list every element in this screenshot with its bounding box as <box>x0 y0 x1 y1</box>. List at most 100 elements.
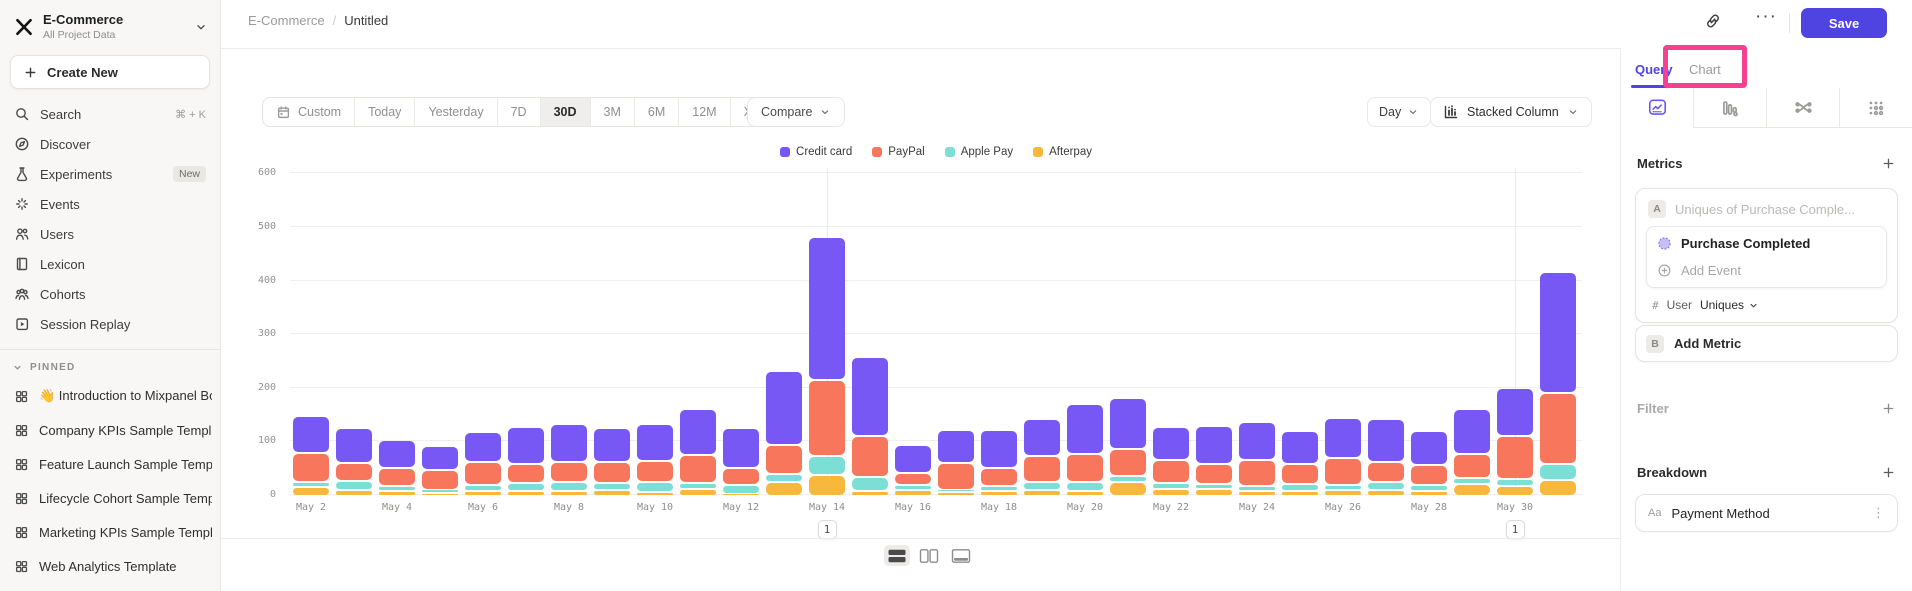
sidebar-item-search[interactable]: Search ⌘ + K <box>0 99 220 129</box>
bar-segment-paypal[interactable] <box>938 463 974 489</box>
bar-segment-afterpay[interactable] <box>938 493 974 495</box>
bar-may-15[interactable] <box>852 356 888 495</box>
bar-segment-afterpay[interactable] <box>1067 492 1103 495</box>
bar-may-19[interactable] <box>1024 418 1060 495</box>
chart-type-dropdown[interactable]: Stacked Column <box>1430 97 1592 127</box>
bar-segment-credit-card[interactable] <box>336 428 372 462</box>
bar-segment-apple-pay[interactable] <box>465 485 501 490</box>
bar-segment-afterpay[interactable] <box>1454 484 1490 495</box>
range-yesterday[interactable]: Yesterday <box>414 98 496 126</box>
layout-rows-toggle[interactable] <box>884 545 910 566</box>
bar-segment-paypal[interactable] <box>680 456 716 483</box>
bar-segment-apple-pay[interactable] <box>1411 486 1447 491</box>
bar-segment-afterpay[interactable] <box>981 492 1017 495</box>
bar-segment-afterpay[interactable] <box>1024 490 1060 495</box>
bar-segment-apple-pay[interactable] <box>508 483 544 491</box>
bar-segment-apple-pay[interactable] <box>809 456 845 475</box>
layout-columns-toggle[interactable] <box>916 545 942 566</box>
bar-segment-paypal[interactable] <box>293 454 329 482</box>
bar-segment-apple-pay[interactable] <box>1368 483 1404 489</box>
bar-segment-credit-card[interactable] <box>637 425 673 461</box>
pinned-board-lifecycle-cohort-sample-temp[interactable]: Lifecycle Cohort Sample Temp <box>0 481 220 515</box>
layout-bottom-toggle[interactable] <box>948 545 974 566</box>
sidebar-item-lexicon[interactable]: Lexicon <box>0 249 220 279</box>
bar-segment-credit-card[interactable] <box>895 446 931 472</box>
sidebar-item-users[interactable]: Users <box>0 219 220 249</box>
bar-segment-afterpay[interactable] <box>723 493 759 495</box>
bar-may-25[interactable] <box>1282 430 1318 495</box>
bar-segment-credit-card[interactable] <box>809 238 845 380</box>
bar-may-10[interactable] <box>637 423 673 495</box>
bar-segment-credit-card[interactable] <box>379 441 415 468</box>
bar-segment-afterpay[interactable] <box>1110 483 1146 495</box>
bar-segment-credit-card[interactable] <box>1153 427 1189 460</box>
bar-segment-apple-pay[interactable] <box>1067 483 1103 491</box>
bar-segment-paypal[interactable] <box>594 463 630 483</box>
bar-segment-paypal[interactable] <box>379 469 415 485</box>
bar-segment-afterpay[interactable] <box>1196 489 1232 495</box>
bar-may-5[interactable] <box>422 445 458 495</box>
bar-segment-afterpay[interactable] <box>1411 492 1447 495</box>
bar-segment-paypal[interactable] <box>1282 464 1318 483</box>
bar-may-11[interactable] <box>680 408 716 495</box>
bar-may-27[interactable] <box>1368 418 1404 495</box>
bar-may-28[interactable] <box>1411 430 1447 495</box>
bar-segment-credit-card[interactable] <box>1196 426 1232 463</box>
bar-segment-credit-card[interactable] <box>1110 399 1146 449</box>
add-breakdown-plus-icon[interactable] <box>1881 465 1896 480</box>
funnels-tab[interactable] <box>1693 88 1766 128</box>
add-metric-plus-icon[interactable] <box>1881 156 1896 171</box>
bar-segment-paypal[interactable] <box>637 462 673 482</box>
measurement-row[interactable]: # User Uniques <box>1646 288 1887 314</box>
measurement-aggregation[interactable]: Uniques <box>1700 298 1759 312</box>
bar-segment-paypal[interactable] <box>895 473 931 485</box>
bar-may-20[interactable] <box>1067 403 1103 495</box>
bar-segment-credit-card[interactable] <box>508 427 544 463</box>
bar-segment-paypal[interactable] <box>422 471 458 490</box>
bar-segment-afterpay[interactable] <box>551 491 587 495</box>
bar-may-4[interactable] <box>379 439 415 495</box>
bar-may-9[interactable] <box>594 427 630 495</box>
bar-segment-apple-pay[interactable] <box>379 486 415 491</box>
bar-segment-paypal[interactable] <box>723 468 759 485</box>
bar-may-7[interactable] <box>508 426 544 495</box>
bar-segment-afterpay[interactable] <box>1153 489 1189 495</box>
bar-segment-afterpay[interactable] <box>766 482 802 495</box>
legend-item-paypal[interactable]: PayPal <box>872 146 925 158</box>
bar-segment-apple-pay[interactable] <box>1024 482 1060 489</box>
range-custom[interactable]: Custom <box>263 98 354 126</box>
bar-segment-credit-card[interactable] <box>422 447 458 470</box>
bar-segment-paypal[interactable] <box>336 463 372 480</box>
pinned-board-introduction-to-mixpanel-bo[interactable]: 👋 Introduction to Mixpanel Bo <box>0 379 220 413</box>
bar-segment-credit-card[interactable] <box>1325 418 1361 458</box>
bar-segment-afterpay[interactable] <box>1540 481 1576 495</box>
bar-segment-apple-pay[interactable] <box>594 484 630 489</box>
bar-segment-credit-card[interactable] <box>680 410 716 455</box>
bar-may-16[interactable] <box>895 444 931 495</box>
bar-segment-credit-card[interactable] <box>1411 432 1447 464</box>
range-30d[interactable]: 30D <box>539 98 590 126</box>
bar-segment-apple-pay[interactable] <box>723 486 759 493</box>
bar-segment-paypal[interactable] <box>1067 454 1103 482</box>
breadcrumb-report-name[interactable]: Untitled <box>344 13 389 28</box>
bar-segment-afterpay[interactable] <box>809 476 845 495</box>
bar-segment-afterpay[interactable] <box>465 491 501 495</box>
bar-segment-paypal[interactable] <box>1110 450 1146 476</box>
bar-segment-afterpay[interactable] <box>1282 491 1318 495</box>
bar-segment-apple-pay[interactable] <box>1540 464 1576 480</box>
more-options-button[interactable]: ··· <box>1755 6 1777 27</box>
pinned-board-company-kpis-sample-templat[interactable]: Company KPIs Sample Templat <box>0 413 220 447</box>
sidebar-item-discover[interactable]: Discover <box>0 129 220 159</box>
bar-segment-paypal[interactable] <box>1454 454 1490 478</box>
bar-segment-afterpay[interactable] <box>293 487 329 495</box>
sidebar-item-events[interactable]: Events <box>0 189 220 219</box>
flows-tab[interactable] <box>1766 88 1839 128</box>
breadcrumb-project[interactable]: E-Commerce <box>248 13 325 28</box>
annotation-badge-may-30[interactable]: 1 <box>1505 520 1525 539</box>
create-new-button[interactable]: Create New <box>10 55 210 89</box>
bar-segment-paypal[interactable] <box>809 381 845 455</box>
compare-button[interactable]: Compare <box>747 97 846 127</box>
bar-segment-paypal[interactable] <box>1153 461 1189 483</box>
bar-segment-paypal[interactable] <box>1239 460 1275 486</box>
bar-segment-credit-card[interactable] <box>594 428 630 462</box>
